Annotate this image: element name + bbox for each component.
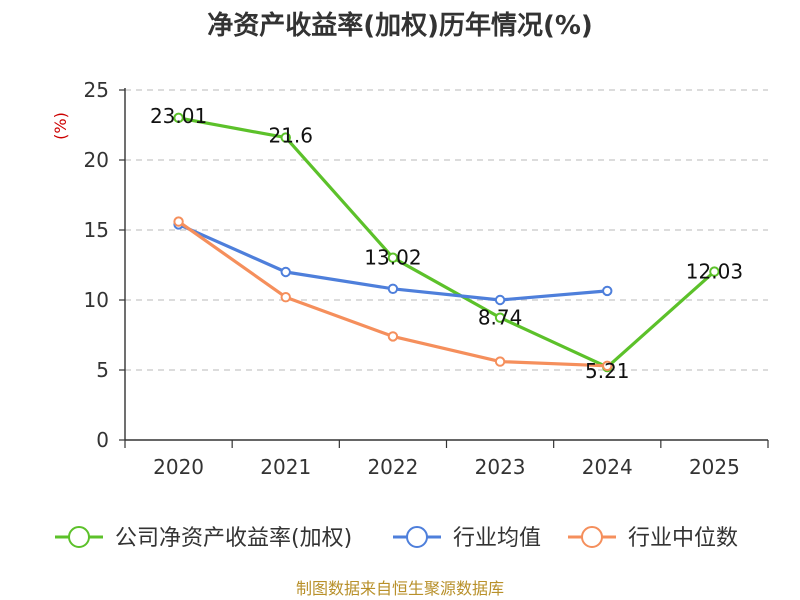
legend-circle-icon xyxy=(68,526,90,548)
y-tick-label: 20 xyxy=(84,148,109,172)
chart-title: 净资产收益率(加权)历年情况(%) xyxy=(207,10,593,41)
series-0-point-2025[interactable] xyxy=(709,266,720,277)
data-label-2021: 21.6 xyxy=(268,124,313,148)
x-tick-label-2022: 2022 xyxy=(367,455,418,479)
legend-item-2[interactable]: 行业中位数 xyxy=(568,526,738,551)
series-0-point-2022[interactable] xyxy=(387,252,399,263)
legend-label: 行业均值 xyxy=(453,526,541,551)
y-tick-label: 15 xyxy=(84,218,109,242)
y-axis-unit-label: (%) xyxy=(51,112,70,140)
gridlines xyxy=(125,89,768,371)
legend-label: 行业中位数 xyxy=(628,526,738,551)
series-0-point-2020[interactable] xyxy=(173,112,184,124)
series-1-point-2022[interactable] xyxy=(387,283,399,294)
series-1-point-2023[interactable] xyxy=(494,294,506,306)
series-lines xyxy=(173,112,720,373)
x-tick-label-2024: 2024 xyxy=(582,455,633,479)
series-0-point-2021[interactable] xyxy=(280,132,291,143)
legend-item-1[interactable]: 行业均值 xyxy=(393,526,541,551)
series-1-point-2024[interactable] xyxy=(602,285,613,297)
data-label-2022: 13.02 xyxy=(364,246,421,270)
series-2-point-2021[interactable] xyxy=(280,292,291,303)
data-label-2025: 12.03 xyxy=(686,260,743,284)
series-0-point-2023[interactable] xyxy=(494,312,506,323)
x-tick-label-2023: 2023 xyxy=(475,455,526,479)
legend-circle-icon xyxy=(581,526,603,548)
series-2-point-2022[interactable] xyxy=(387,331,399,342)
series-line-0 xyxy=(178,116,716,369)
series-2-point-2020[interactable] xyxy=(173,216,184,227)
data-label-2023: 8.74 xyxy=(478,306,523,330)
x-tick-label-2025: 2025 xyxy=(689,455,740,479)
x-tick-label-2021: 2021 xyxy=(260,455,311,479)
y-tick-label: 5 xyxy=(96,358,109,382)
y-tick-label: 0 xyxy=(96,428,109,452)
y-tick-label: 10 xyxy=(84,288,109,312)
legend-label: 公司净资产收益率(加权) xyxy=(115,526,352,551)
data-label-2020: 23.01 xyxy=(150,104,207,128)
series-2-point-2024[interactable] xyxy=(602,360,613,371)
data-labels: 23.01 21.6 13.02 8.74 5.21 12.03 xyxy=(150,104,743,383)
y-tick-label: 25 xyxy=(84,78,109,102)
legend-circle-icon xyxy=(406,526,428,548)
x-tick-label-2020: 2020 xyxy=(153,455,204,479)
series-1-point-2021[interactable] xyxy=(280,266,291,278)
legend[interactable]: 公司净资产收益率(加权) 行业均值 行业中位数 xyxy=(55,526,738,551)
legend-item-0[interactable]: 公司净资产收益率(加权) xyxy=(55,526,352,551)
data-label-2024: 5.21 xyxy=(585,359,630,383)
series-2-point-2023[interactable] xyxy=(494,356,506,367)
source-note: 制图数据来自恒生聚源数据库 xyxy=(296,579,504,598)
